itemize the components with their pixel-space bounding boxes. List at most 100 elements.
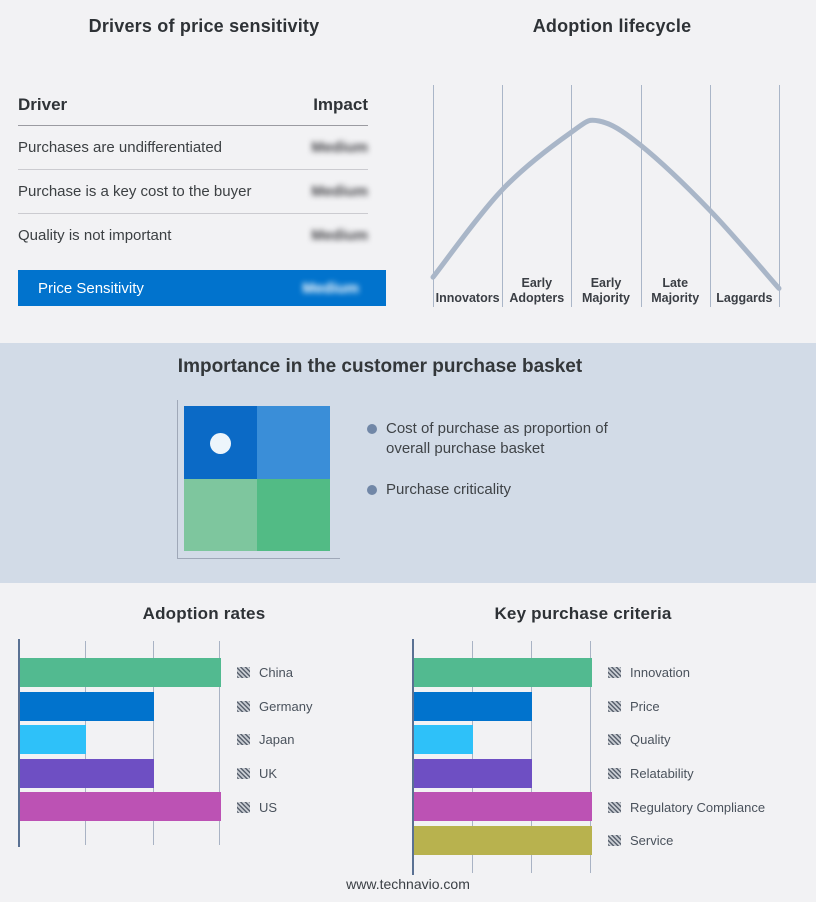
chart-gridline (472, 641, 473, 873)
adoption-rates-legend: China Germany Japan UK US (237, 656, 312, 824)
legend-label: UK (259, 766, 278, 782)
impact-cell: Medium (311, 183, 368, 200)
table-row: Quality is not important Medium (18, 214, 368, 257)
basket-title: Importance in the customer purchase bask… (177, 356, 583, 377)
legend-item: Relatability (608, 757, 765, 791)
drivers-table-rows: Purchases are undifferentiated Medium Purc… (18, 126, 368, 257)
legend-item: Regulatory Compliance (608, 790, 765, 824)
driver-column-header: Driver (18, 95, 68, 114)
legend-swatch-icon (237, 700, 250, 712)
bar-japan (20, 725, 87, 755)
driver-cell: Purchases are undifferentiated (18, 139, 223, 156)
quadrant-top-right (257, 406, 330, 479)
quadrant-bottom-left (184, 478, 257, 551)
legend-swatch-icon (608, 667, 621, 679)
legend-label: Service (630, 833, 674, 849)
lifecycle-stage-label: Laggards (716, 291, 773, 305)
purchase-basket-quadrant (184, 406, 330, 551)
legend-item: Germany (237, 690, 312, 724)
chart-gridline (531, 641, 532, 873)
legend-item: Japan (237, 723, 312, 757)
basket-bullet-list: Cost of purchase as proportion of overal… (367, 419, 657, 500)
impact-cell: Medium (311, 227, 368, 244)
quadrant-bottom-right (257, 478, 330, 551)
key-purchase-criteria-legend: Innovation Price Quality Relatability Regula… (608, 656, 765, 858)
lifecycle-stage-label: Late Majority (651, 276, 700, 305)
bullet-text: Cost of purchase as proportion of overal… (386, 420, 608, 457)
legend-swatch-icon (608, 768, 621, 780)
table-row: Purchases are undifferentiated Medium (18, 126, 368, 170)
drivers-table-header: Driver Impact (18, 95, 368, 126)
legend-item: Innovation (608, 656, 765, 690)
bar-uk (20, 758, 154, 788)
bar-relatability (414, 758, 533, 788)
impact-cell: Medium (311, 139, 368, 156)
chart-gridline (153, 641, 154, 845)
lifecycle-gridline (779, 85, 780, 307)
lifecycle-stage-label: Innovators (435, 291, 500, 305)
adoption-lifecycle-chart: Innovators Early Adopters Early Majority La… (425, 80, 791, 312)
legend-label: Price (630, 698, 660, 714)
legend-label: Germany (259, 698, 313, 714)
bar-china (20, 658, 221, 687)
key-purchase-criteria-chart (412, 639, 592, 875)
lifecycle-curve (430, 117, 782, 291)
legend-swatch-icon (608, 700, 621, 712)
legend-item: UK (237, 757, 312, 791)
bar-us (20, 792, 221, 822)
key-purchase-criteria-y-axis (412, 639, 414, 875)
bar-price (414, 691, 533, 721)
legend-swatch-icon (608, 801, 621, 813)
legend-swatch-icon (237, 734, 250, 746)
bullet-item: Purchase criticality (367, 480, 657, 500)
legend-swatch-icon (237, 801, 250, 813)
bullet-dot-icon (367, 485, 377, 495)
bar-quality (414, 725, 473, 755)
position-marker-dot (210, 433, 231, 454)
legend-label: US (259, 799, 278, 815)
chart-gridline (590, 641, 591, 873)
price-sensitivity-label: Price Sensitivity (38, 279, 144, 297)
bar-innovation (414, 658, 592, 687)
drivers-table: Driver Impact Purchases are undifferenti… (18, 95, 368, 257)
driver-cell: Quality is not important (18, 227, 172, 244)
lifecycle-gridline (433, 85, 434, 307)
bar-germany (20, 691, 154, 721)
legend-swatch-icon (608, 734, 621, 746)
lifecycle-panel-title: Adoption lifecycle (532, 16, 692, 36)
bar-service (414, 826, 592, 855)
technavio-url: www.technavio.com (346, 876, 470, 892)
bullet-item: Cost of purchase as proportion of overal… (367, 419, 657, 458)
drivers-panel-title: Drivers of price sensitivity (88, 16, 320, 36)
legend-label: Relatability (630, 766, 694, 782)
bullet-text: Purchase criticality (386, 481, 512, 498)
adoption-rates-title: Adoption rates (142, 604, 266, 623)
bullet-dot-icon (367, 424, 377, 434)
lifecycle-stage-label: Early Majority (582, 276, 630, 305)
lifecycle-gridline (502, 85, 504, 307)
legend-item: Service (608, 824, 765, 858)
adoption-rates-y-axis (18, 639, 20, 847)
legend-swatch-icon (237, 768, 250, 780)
lifecycle-gridline (571, 85, 573, 307)
legend-item: Price (608, 690, 765, 724)
driver-cell: Purchase is a key cost to the buyer (18, 183, 252, 200)
legend-swatch-icon (608, 835, 621, 847)
legend-label: Regulatory Compliance (630, 799, 766, 815)
key-purchase-criteria-title: Key purchase criteria (494, 604, 672, 623)
legend-swatch-icon (237, 667, 250, 679)
price-sensitivity-row: Price Sensitivity Medium (18, 270, 386, 306)
bar-regulatory-compliance (414, 792, 592, 822)
lifecycle-gridline (709, 85, 711, 307)
purchase-basket-section: Importance in the customer purchase bask… (0, 343, 816, 583)
legend-label: China (259, 665, 293, 681)
legend-item: US (237, 790, 312, 824)
chart-gridline (219, 641, 220, 845)
adoption-rates-chart (18, 639, 221, 847)
legend-label: Quality (630, 732, 671, 748)
price-sensitivity-impact: Medium (302, 279, 359, 297)
table-row: Purchase is a key cost to the buyer Mediu… (18, 170, 368, 214)
quadrant-x-axis (177, 558, 340, 559)
legend-label: Innovation (630, 665, 690, 681)
quadrant-y-axis (177, 400, 178, 558)
